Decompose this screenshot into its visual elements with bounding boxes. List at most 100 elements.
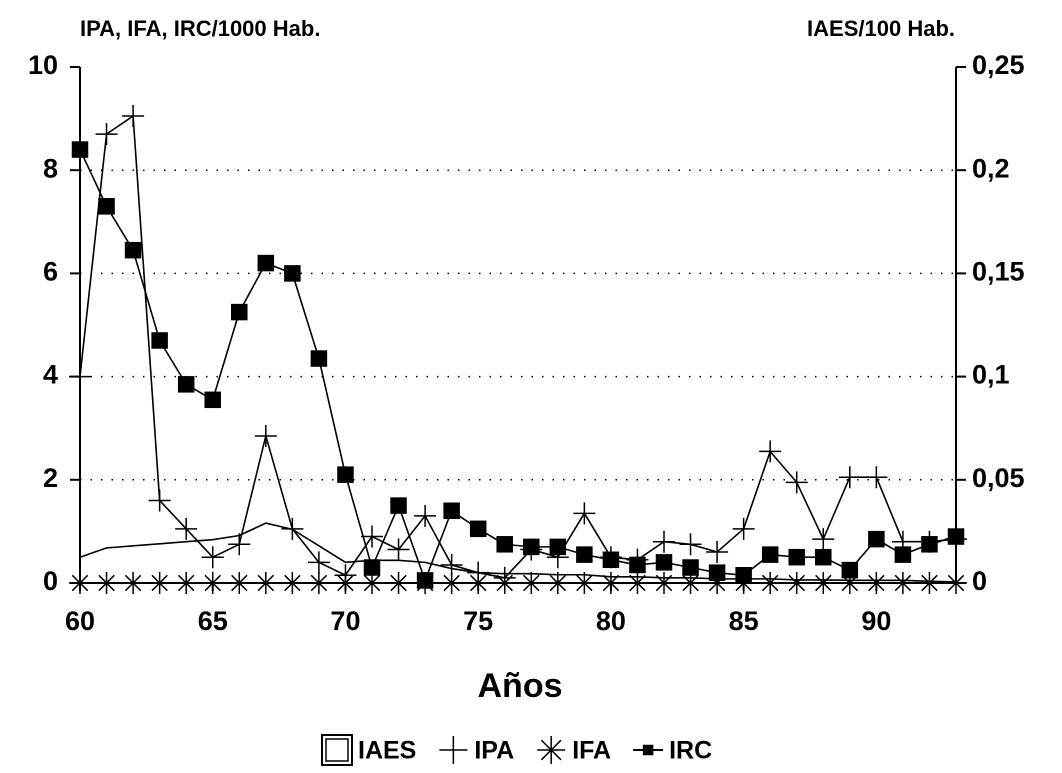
marker	[682, 559, 699, 576]
y2-tick-label: 0,1	[972, 360, 1010, 390]
marker	[788, 548, 805, 566]
marker	[440, 572, 463, 594]
legend-label: IFA	[572, 737, 611, 765]
marker	[201, 572, 224, 594]
marker	[71, 141, 89, 158]
marker	[918, 572, 941, 594]
marker	[732, 517, 755, 540]
marker	[204, 391, 221, 409]
x-tick-label: 80	[596, 606, 626, 636]
marker	[812, 572, 835, 594]
marker	[653, 572, 675, 594]
marker	[175, 572, 198, 594]
marker	[546, 572, 569, 594]
marker	[148, 572, 171, 594]
marker	[254, 424, 277, 447]
legend-item: IPA	[439, 736, 514, 765]
marker	[785, 471, 808, 494]
marker	[735, 567, 752, 584]
marker	[231, 303, 248, 321]
marker	[496, 536, 513, 553]
marker	[894, 546, 912, 563]
marker	[812, 528, 835, 551]
marker	[361, 572, 383, 594]
marker	[69, 365, 91, 388]
marker	[151, 332, 168, 349]
marker	[307, 572, 330, 594]
marker	[390, 497, 407, 514]
marker	[815, 548, 832, 566]
marker	[921, 536, 938, 553]
series-markers	[69, 572, 967, 594]
marker	[467, 572, 490, 594]
marker	[310, 350, 328, 367]
y2-tick-label: 0,2	[972, 153, 1010, 183]
x-tick-label: 70	[330, 606, 360, 636]
y-axis-label: IPA, IFA, IRC/1000 Hab.	[80, 16, 320, 41]
y-tick-label: 4	[43, 360, 58, 390]
marker	[281, 517, 304, 540]
marker	[284, 265, 301, 282]
y-tick-label: 0	[43, 566, 58, 596]
series-line	[79, 149, 957, 583]
x-tick-label: 75	[463, 606, 493, 636]
legend-symbol	[321, 734, 353, 766]
marker	[599, 572, 622, 594]
marker	[868, 530, 885, 548]
legend-label: IRC	[669, 737, 712, 765]
x-tick-label: 90	[861, 606, 891, 636]
marker	[945, 572, 967, 594]
marker	[439, 736, 468, 764]
marker	[838, 572, 861, 594]
marker	[175, 517, 198, 540]
marker	[122, 105, 145, 128]
marker	[891, 572, 914, 594]
marker	[708, 564, 726, 581]
marker	[281, 572, 304, 594]
marker	[469, 520, 487, 538]
marker	[865, 572, 888, 594]
marker	[337, 466, 354, 483]
marker	[416, 572, 434, 589]
marker	[124, 241, 142, 259]
marker	[523, 538, 540, 556]
marker	[257, 254, 275, 272]
marker	[387, 572, 410, 594]
marker	[602, 551, 620, 569]
marker	[642, 744, 654, 756]
marker	[95, 572, 118, 594]
x-axis-label: Años	[478, 667, 563, 705]
marker	[537, 736, 566, 764]
marker	[95, 123, 118, 146]
legend-item: IAES	[321, 734, 416, 766]
marker	[414, 504, 437, 527]
y-tick-label: 10	[28, 50, 58, 80]
marker	[98, 198, 115, 215]
marker	[573, 502, 596, 525]
marker	[785, 572, 808, 594]
series-markers	[71, 141, 965, 589]
marker	[573, 572, 596, 594]
legend-item: IRC	[633, 737, 712, 765]
marker	[520, 572, 543, 594]
y2-tick-label: 0,05	[972, 463, 1025, 493]
marker	[122, 572, 145, 594]
marker	[363, 559, 381, 576]
marker	[228, 572, 251, 594]
marker	[228, 533, 251, 556]
marker	[679, 533, 702, 556]
marker	[307, 551, 330, 574]
y2-axis-label: IAES/100 Hab.	[807, 16, 955, 41]
marker	[576, 546, 593, 563]
y-tick-label: 8	[43, 153, 58, 183]
legend-label: IPA	[474, 737, 514, 765]
marker	[443, 502, 460, 520]
legend-item: IFA	[537, 736, 611, 765]
marker	[655, 554, 673, 571]
marker	[493, 572, 516, 594]
marker	[759, 572, 782, 594]
marker	[334, 572, 357, 594]
marker	[201, 546, 224, 569]
y2-tick-label: 0,25	[972, 50, 1025, 80]
